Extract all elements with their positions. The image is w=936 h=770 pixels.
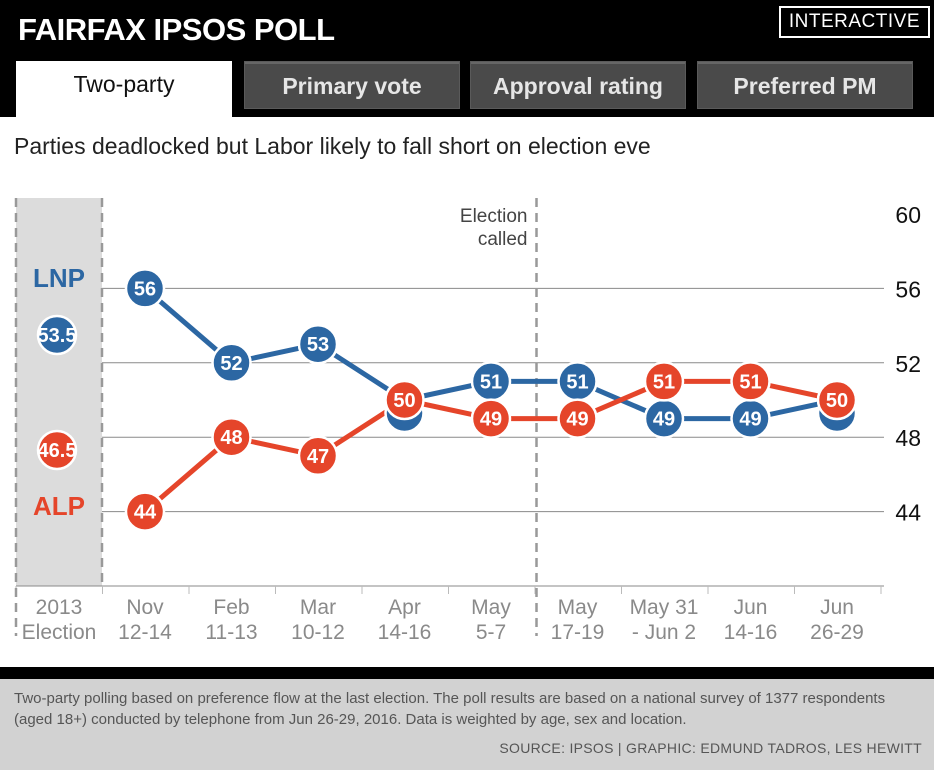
x-category-label: May 31 xyxy=(630,596,699,619)
x-category-label: 17-19 xyxy=(551,621,605,644)
alp-point-label: 51 xyxy=(653,371,675,393)
lnp-point xyxy=(124,268,166,309)
lnp-point xyxy=(297,323,339,365)
x-category-label: Mar xyxy=(300,596,336,619)
x-category-label: Election xyxy=(22,621,97,644)
election-called-label: Election xyxy=(460,206,528,227)
lnp-point-label: 56 xyxy=(134,278,156,300)
alp-point xyxy=(124,491,166,532)
y-tick-label: 52 xyxy=(895,351,921,377)
source-credit: SOURCE: IPSOS | GRAPHIC: EDMUND TADROS, … xyxy=(499,740,922,756)
alp-point xyxy=(816,379,858,421)
alp-point xyxy=(557,398,598,439)
methodology-note: Two-party polling based on preference fl… xyxy=(14,690,886,728)
footer xyxy=(0,679,934,770)
election-called-label: called xyxy=(478,229,528,250)
lnp-election-result xyxy=(36,314,78,356)
tab-approval-rating[interactable]: Approval rating xyxy=(470,61,686,109)
alp-point-label: 49 xyxy=(480,409,502,431)
y-tick-label: 44 xyxy=(895,500,921,526)
lnp-point-label: 52 xyxy=(220,353,242,375)
alp-point xyxy=(470,398,512,439)
x-category-label: 10-12 xyxy=(291,621,345,644)
header-bar: FAIRFAX IPSOS POLL INTERACTIVE Two-party… xyxy=(0,0,934,117)
lnp-legend-label: LNP xyxy=(33,263,85,293)
x-category-label: 11-13 xyxy=(205,621,257,644)
alp-point-label: 44 xyxy=(134,502,157,524)
y-tick-label: 60 xyxy=(895,202,921,228)
chart-subtitle: Parties deadlocked but Labor likely to f… xyxy=(14,133,651,159)
lnp-point xyxy=(211,342,252,384)
x-category-label: 26-29 xyxy=(810,621,864,644)
x-category-label: 14-16 xyxy=(378,621,432,644)
tab-primary-vote[interactable]: Primary vote xyxy=(244,61,460,109)
y-tick-label: 48 xyxy=(895,425,921,451)
tab-preferred-pm[interactable]: Preferred PM xyxy=(697,61,913,109)
lnp-election-result-label: 53.5 xyxy=(38,325,77,347)
alp-point xyxy=(384,379,425,421)
tab-two-party[interactable]: Two-party xyxy=(16,61,232,117)
interactive-badge: INTERACTIVE xyxy=(778,6,930,38)
x-category-label: May xyxy=(471,596,511,619)
x-category-label: Feb xyxy=(213,596,249,619)
poll-title: FAIRFAX IPSOS POLL xyxy=(18,12,335,47)
x-category-label: 14-16 xyxy=(724,621,778,644)
alp-point-label: 51 xyxy=(739,371,761,393)
lnp-point-label: 51 xyxy=(480,371,502,393)
footer-divider xyxy=(0,667,934,679)
alp-election-result xyxy=(36,429,78,471)
y-tick-label: 56 xyxy=(895,276,921,302)
x-category-label: Nov xyxy=(126,596,164,619)
x-category-label: Apr xyxy=(388,596,421,619)
alp-election-result-label: 46.5 xyxy=(38,440,77,462)
lnp-point-label: 49 xyxy=(739,409,761,431)
x-category-label: 12-14 xyxy=(118,621,172,644)
x-category-label: Jun xyxy=(820,596,854,619)
alp-point xyxy=(643,361,685,402)
alp-point xyxy=(211,416,252,458)
x-category-label: May xyxy=(558,596,598,619)
election-column-bg xyxy=(16,198,102,586)
x-category-label: 5-7 xyxy=(476,621,506,644)
alp-point xyxy=(730,361,771,402)
x-category-label: Jun xyxy=(734,596,768,619)
lnp-point-label: 49 xyxy=(653,409,675,431)
two-party-chart: 56 52 53 51 51 49 49 44 48 47 50 49 49 51 51 50 53.5 46.5… xyxy=(14,198,921,644)
lnp-point-label: 51 xyxy=(566,371,588,393)
alp-point-label: 47 xyxy=(307,446,329,468)
x-category-label: 2013 xyxy=(36,596,83,619)
alp-legend-label: ALP xyxy=(33,491,85,521)
alp-point xyxy=(297,435,339,477)
alp-point-label: 49 xyxy=(566,409,588,431)
lnp-point-label: 53 xyxy=(307,334,329,356)
x-category-label: - Jun 2 xyxy=(632,621,696,644)
alp-point-label: 50 xyxy=(826,390,848,412)
alp-point-label: 50 xyxy=(393,390,415,412)
alp-point-label: 48 xyxy=(220,427,242,449)
